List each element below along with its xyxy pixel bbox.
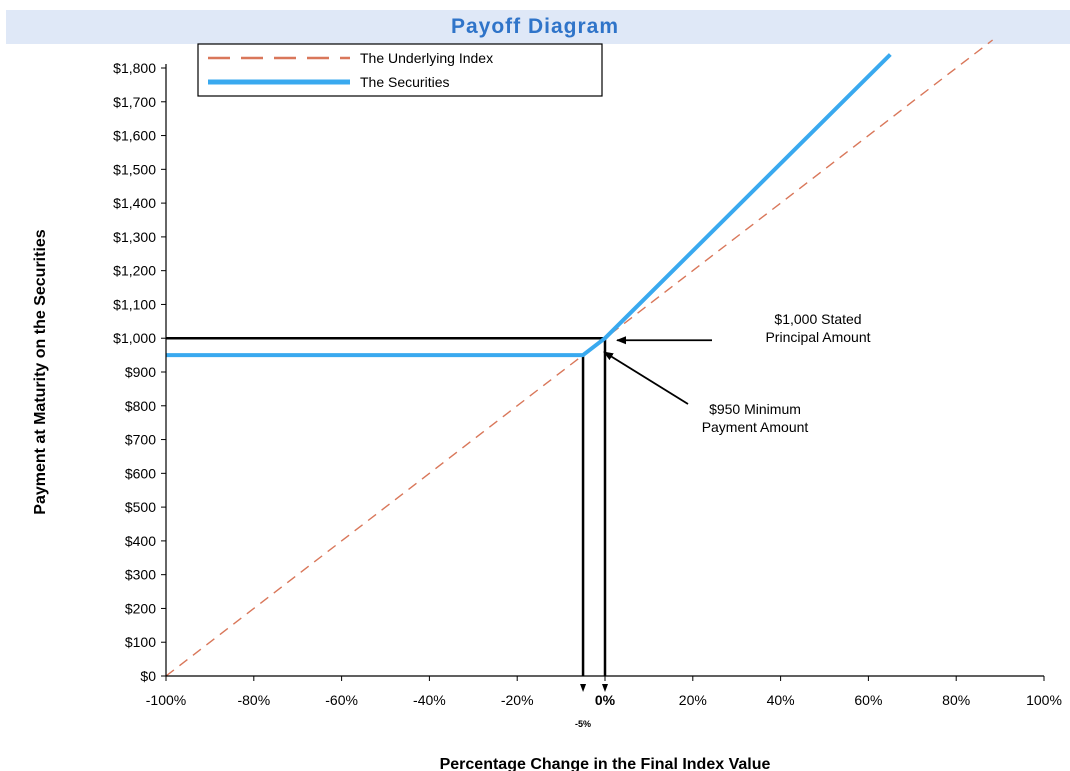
x-axis-title: Percentage Change in the Final Index Val… — [440, 756, 771, 771]
y-tick-label: $300 — [125, 567, 156, 583]
x-tick-label: -40% — [413, 692, 446, 708]
title-banner — [6, 10, 1070, 44]
annotation-stated-text: $1,000 Stated — [774, 311, 861, 327]
x-tick-label: 40% — [767, 692, 795, 708]
legend-box — [197, 43, 603, 97]
y-tick-label: $1,800 — [113, 60, 156, 76]
annotation-stated-text: Principal Amount — [765, 329, 870, 345]
chart-title: Payoff Diagram — [450, 15, 620, 38]
y-tick-label: $400 — [125, 533, 156, 549]
x-tick-label: -60% — [325, 692, 358, 708]
y-tick-label: $0 — [140, 668, 156, 684]
series-securities-line — [166, 53, 892, 358]
y-tick-label: $1,600 — [113, 128, 156, 144]
x-tick-label: -100% — [146, 692, 186, 708]
down-arrow-icon — [602, 684, 608, 692]
annotation-minimum-text: Payment Amount — [702, 419, 809, 435]
legend-label: The Underlying Index — [360, 50, 493, 66]
y-tick-label: $1,300 — [113, 229, 156, 245]
y-tick-label: $1,700 — [113, 94, 156, 110]
y-tick-label: $1,500 — [113, 161, 156, 177]
x-tick-label: 100% — [1026, 692, 1062, 708]
y-tick-label: $900 — [125, 364, 156, 380]
y-tick-label: $1,200 — [113, 263, 156, 279]
down-arrow-icon — [580, 684, 587, 692]
y-tick-label: $1,400 — [113, 195, 156, 211]
y-tick-label: $600 — [125, 465, 156, 481]
x-tick-label-minus5: -5% — [575, 719, 591, 729]
series-underlying-index-line — [165, 39, 994, 677]
y-axis-title: Payment at Maturity on the Securities — [32, 229, 49, 515]
y-tick-label: $100 — [125, 634, 156, 650]
y-tick-label: $200 — [125, 600, 156, 616]
annotation-minimum-text: $950 Minimum — [709, 401, 801, 417]
x-tick-label: -80% — [237, 692, 270, 708]
y-tick-label: $1,000 — [113, 330, 156, 346]
y-tick-label: $1,100 — [113, 296, 156, 312]
x-tick-label: 60% — [854, 692, 882, 708]
x-tick-label: -20% — [501, 692, 534, 708]
y-tick-label: $500 — [125, 499, 156, 515]
x-tick-label: 80% — [942, 692, 970, 708]
y-tick-label: $800 — [125, 398, 156, 414]
annotation-arrow-minimum — [603, 351, 689, 405]
x-tick-label: 20% — [679, 692, 707, 708]
y-tick-label: $700 — [125, 432, 156, 448]
x-tick-label: 0% — [595, 692, 616, 708]
legend-label: The Securities — [360, 74, 449, 90]
